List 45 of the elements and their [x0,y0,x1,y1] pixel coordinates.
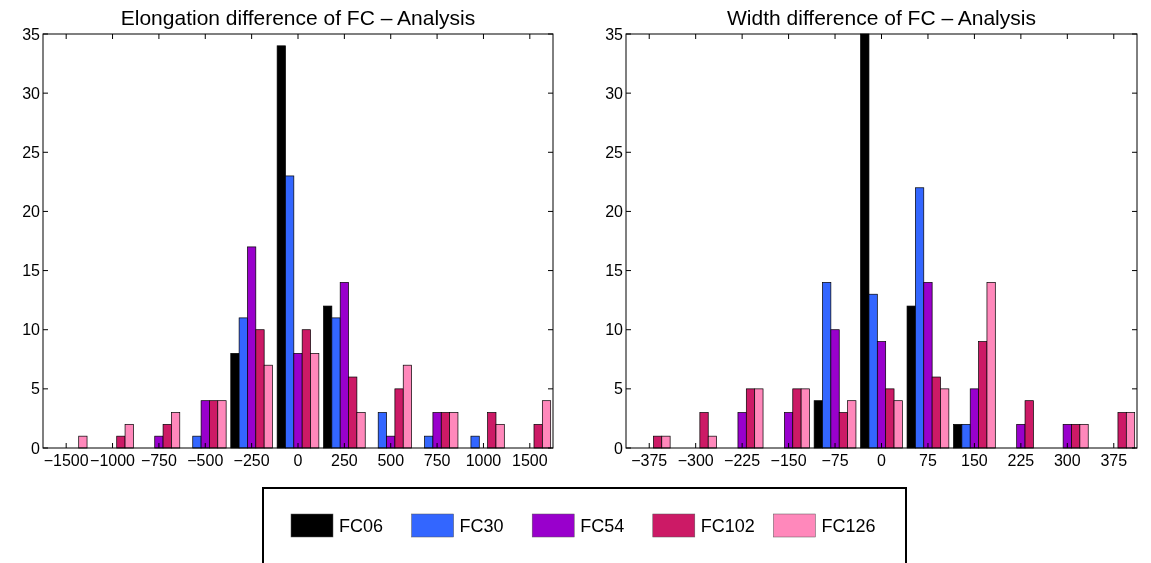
y-tick-label: 10 [22,321,41,339]
x-tick-label: −250 [233,452,270,469]
y-tick-label: 35 [22,25,41,43]
legend-label: FC54 [580,516,625,537]
legend-label: FC126 [821,516,876,537]
legend-label: FC06 [339,516,384,537]
x-tick-label: −1000 [90,452,136,469]
x-tick-label: 0 [293,452,303,469]
x-tick-label: −300 [677,452,714,469]
x-tick-label: 225 [1007,452,1035,469]
x-tick-label: 1500 [512,452,548,469]
x-tick-label: 150 [961,452,988,469]
x-tick-label: 750 [423,452,451,469]
y-tick-label: 15 [22,262,41,280]
x-tick-label: −500 [187,452,224,469]
y-tick-label: 30 [605,84,624,102]
legend-label: FC102 [700,516,755,537]
y-tick-label: 35 [605,25,624,43]
x-tick-label: 375 [1100,452,1128,469]
x-tick-label: −225 [724,452,761,469]
x-tick-label: −75 [821,452,849,469]
legend-label: FC30 [459,516,504,537]
x-tick-label: 1000 [465,452,502,469]
x-tick-label: −1500 [43,452,89,469]
x-tick-label: 300 [1053,452,1081,469]
y-tick-label: 25 [605,143,624,161]
y-tick-label: 5 [31,380,41,398]
y-tick-label: 0 [31,439,41,457]
y-tick-label: 20 [22,203,41,221]
y-tick-label: 25 [22,143,41,161]
y-tick-label: 30 [22,84,41,102]
x-tick-label: −150 [770,452,807,469]
x-tick-label: −375 [631,452,668,469]
x-tick-label: 250 [331,452,358,469]
y-tick-label: 15 [605,262,624,280]
x-tick-label: −750 [140,452,178,469]
y-tick-label: 20 [605,203,624,221]
y-tick-label: 10 [605,321,624,339]
x-tick-label: 500 [377,452,405,469]
y-tick-label: 5 [614,380,624,398]
y-tick-label: 0 [614,439,624,457]
chart-title: Elongation difference of FC – Analysis [120,6,476,29]
x-tick-label: 75 [919,452,937,469]
chart-title: Width difference of FC – Analysis [727,6,1036,29]
x-tick-label: 0 [877,452,887,469]
